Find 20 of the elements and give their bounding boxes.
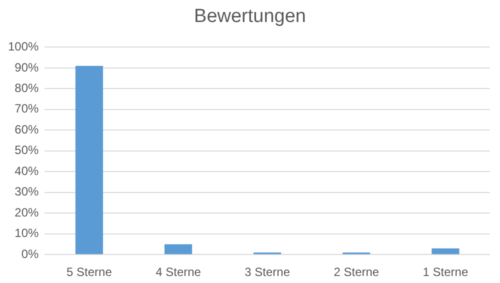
chart-title: Bewertungen (193, 6, 307, 28)
x-tick-label: 1 Sterne (422, 265, 468, 280)
y-tick-label: 100% (8, 40, 40, 54)
y-tick-label: 70% (14, 102, 40, 116)
y-tick-label: 60% (14, 122, 40, 136)
bar (432, 248, 460, 254)
y-tick-label: 20% (14, 205, 40, 220)
bar (164, 244, 192, 254)
y-tick-label: 40% (14, 164, 40, 178)
y-tick-label: 30% (14, 184, 40, 199)
bar (75, 66, 104, 254)
x-tick-label: 3 Sterne (244, 265, 290, 280)
y-tick-label: 10% (14, 226, 40, 240)
x-tick-label: 4 Sterne (156, 265, 202, 280)
y-tick-label: 80% (14, 80, 40, 95)
x-tick-label: 2 Sterne (334, 265, 380, 280)
y-tick-label: 0% (21, 246, 40, 261)
y-tick-label: 90% (14, 60, 40, 74)
x-tick-label: 5 Sterne (66, 265, 112, 280)
y-tick-label: 50% (14, 143, 40, 158)
